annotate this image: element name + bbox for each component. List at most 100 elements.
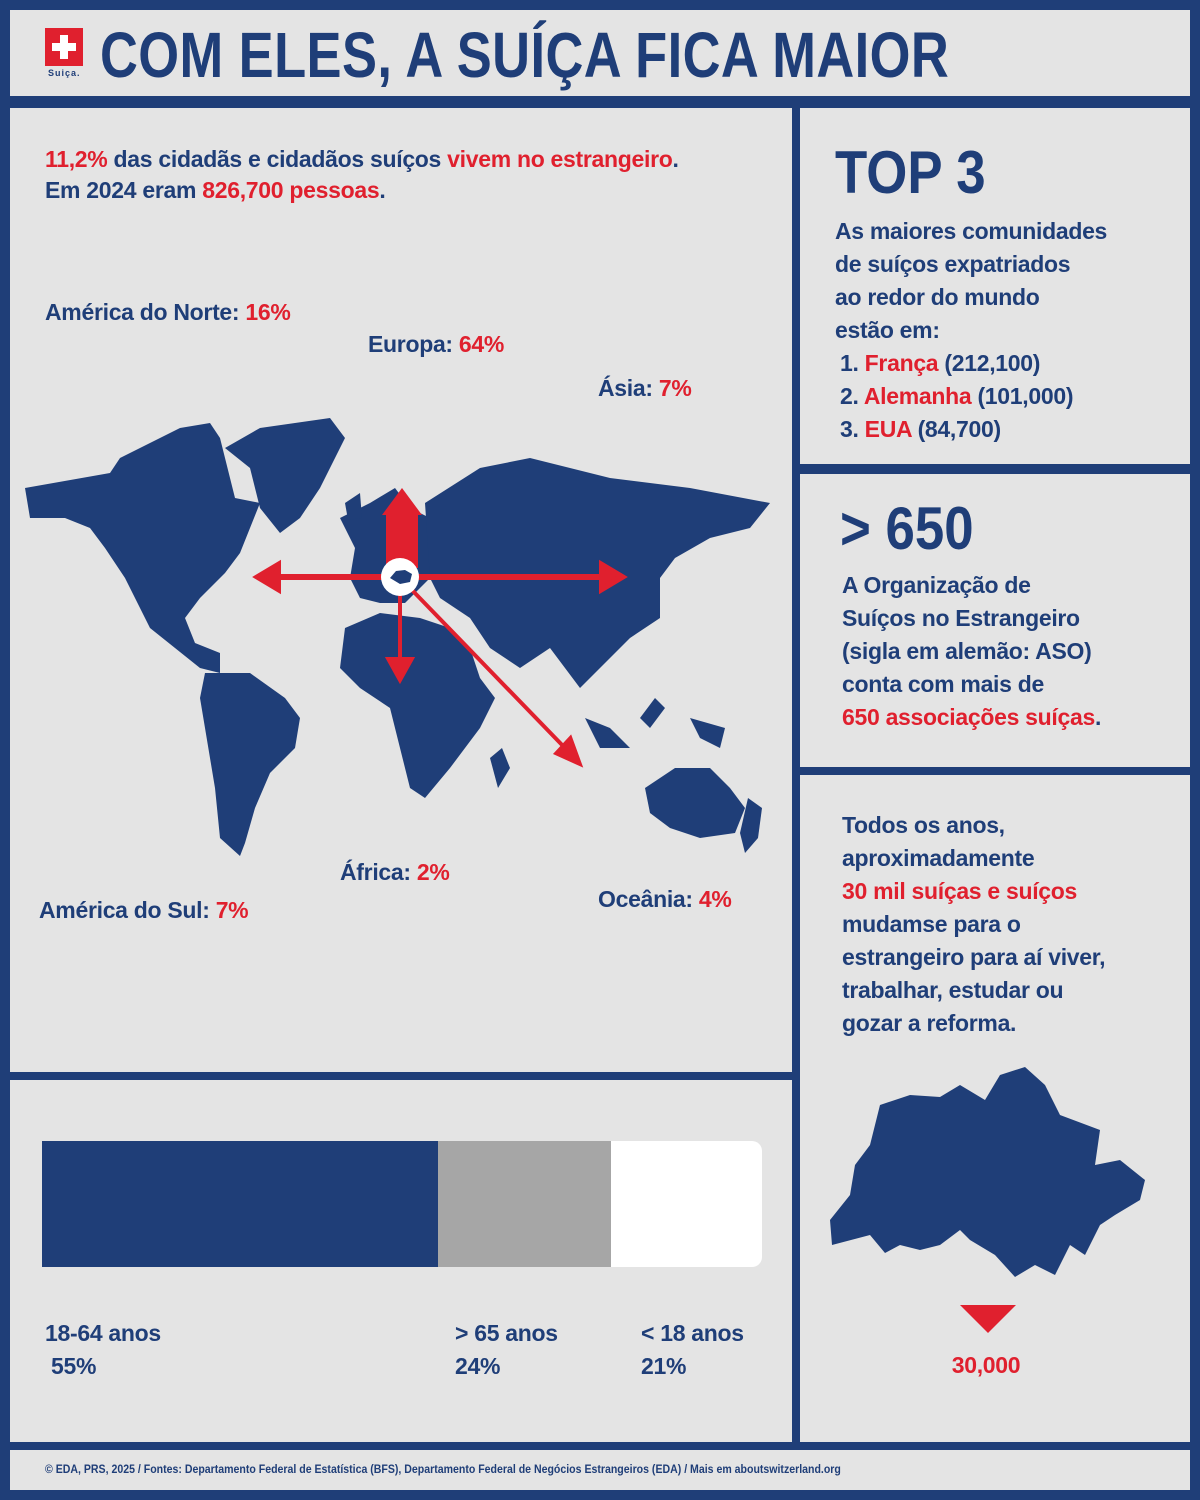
count: (101,000): [971, 383, 1074, 409]
count: (212,100): [938, 350, 1041, 376]
header: Suiça. COM ELES, A SUÍÇA FICA MAIOR: [10, 10, 1190, 96]
rank: 3.: [840, 416, 865, 442]
intro-highlight: vivem no estrangeiro: [447, 146, 673, 172]
madagascar: [490, 748, 510, 788]
continents: [25, 418, 770, 856]
yearly-line: mudamse para o: [842, 911, 1021, 937]
switzerland-map: [830, 1067, 1145, 1333]
top3-desc-3: ao redor do mundo: [835, 284, 1040, 310]
age-panel: 18-64 anos 55% > 65 anos 24% < 18 anos 2…: [10, 1080, 792, 1442]
region-europe: Europa: 64%: [368, 328, 504, 361]
yearly-line: trabalhar, estudar ou: [842, 977, 1064, 1003]
region-name: Ásia:: [598, 375, 659, 401]
region-name: América do Sul:: [39, 897, 216, 923]
top3-desc-4: estão em:: [835, 317, 940, 343]
top3-desc-2: de suíços expatriados: [835, 251, 1071, 277]
arrowhead-south: [384, 657, 416, 685]
aso-line-4: conta com mais de: [842, 671, 1044, 697]
top3-panel: TOP 3 As maiores comunidades de suíços e…: [800, 108, 1190, 464]
arrowhead-southeast: [552, 734, 584, 768]
region-north-america: América do Norte: 16%: [45, 296, 291, 329]
region-value: 2%: [416, 859, 450, 885]
aso-panel: > 650 A Organização de Suíços no Estrang…: [800, 474, 1190, 767]
yearly-panel: Todos os anos, aproximadamente 30 mil su…: [800, 775, 1190, 1442]
aso-line-2: Suíços no Estrangeiro: [842, 605, 1080, 631]
yearly-line: aproximadamente: [842, 845, 1035, 871]
top3-item: 2. Alemanha (101,000): [840, 380, 1074, 413]
country: EUA: [864, 416, 912, 442]
intro-line-2: Em 2024 eram 826,700 pessoas.: [45, 174, 386, 207]
age-bar-segment-seniors: [438, 1141, 611, 1267]
region-value: 16%: [245, 299, 291, 325]
intro-text2: Em 2024 eram: [45, 177, 203, 203]
country: Alemanha: [863, 383, 972, 409]
south-america: [200, 673, 300, 856]
country: França: [864, 350, 939, 376]
region-oceania: Oceânia: 4%: [598, 883, 732, 916]
aso-end: .: [1094, 704, 1102, 730]
age-label-adults: 18-64 anos: [45, 1320, 161, 1346]
uk: [345, 493, 362, 520]
intro-line-1: 11,2% das cidadãs e cidadãos suíços vive…: [45, 143, 679, 176]
intro-count: 826,700 pessoas: [202, 177, 380, 203]
intro-end2: .: [379, 177, 386, 203]
yearly-line: estrangeiro para aí viver,: [842, 944, 1106, 970]
world-map: [25, 418, 770, 856]
region-name: Oceânia:: [598, 886, 699, 912]
greenland: [225, 418, 345, 533]
swiss-flag-logo: [45, 28, 83, 66]
region-value: 64%: [458, 331, 505, 357]
age-value-seniors: 24%: [455, 1353, 501, 1379]
footer-credits: © EDA, PRS, 2025 / Fontes: Departamento …: [45, 1462, 841, 1476]
count: (84,700): [911, 416, 1002, 442]
north-america: [25, 423, 260, 673]
switzerland-shape: [830, 1067, 1145, 1277]
arrowhead-west: [252, 559, 281, 595]
logo-label: Suiça.: [48, 68, 81, 78]
age-value-minors: 21%: [641, 1353, 687, 1379]
age-bar-segment-minors: [610, 1141, 762, 1267]
arrowhead-north: [382, 488, 422, 515]
rank: 1.: [840, 350, 865, 376]
oceania: [645, 768, 745, 838]
yearly-line: Todos os anos,: [842, 812, 1005, 838]
islands: [585, 698, 725, 748]
top3-desc-1: As maiores comunidades: [835, 218, 1108, 244]
intro-text: das cidadãs e cidadãos suíços: [107, 146, 448, 172]
yearly-line: gozar a reforma.: [842, 1010, 1017, 1036]
down-triangle-icon: [960, 1305, 1016, 1333]
region-africa: África: 2%: [340, 856, 450, 889]
africa: [340, 613, 495, 798]
footer: © EDA, PRS, 2025 / Fontes: Departamento …: [10, 1450, 1190, 1490]
arrowhead-east: [599, 559, 628, 595]
region-value: 7%: [658, 375, 692, 401]
rank: 2.: [840, 383, 864, 409]
new-zealand: [740, 798, 762, 853]
top3-item: 3. EUA (84,700): [840, 413, 1001, 446]
region-south-america: América do Sul: 7%: [39, 894, 249, 927]
aso-line-1: A Organização de: [842, 572, 1031, 598]
aso-line-3: (sigla em alemão: ASO): [842, 638, 1092, 664]
age-bar-segment-adults: [42, 1141, 438, 1267]
aso-highlight: 650 associações suíças: [842, 704, 1095, 730]
intro-pct: 11,2%: [45, 146, 108, 172]
arrows: [252, 488, 628, 768]
switzerland-icon: [390, 570, 412, 584]
region-value: 4%: [698, 886, 732, 912]
asia: [425, 458, 770, 688]
age-bar: [42, 1141, 762, 1267]
age-label-minors: < 18 anos: [641, 1320, 744, 1346]
region-asia: Ásia: 7%: [598, 372, 692, 405]
region-name: África:: [340, 859, 417, 885]
aso-line-5: 650 associações suíças.: [842, 701, 1101, 734]
age-value-adults: 55%: [51, 1353, 97, 1379]
region-name: Europa:: [368, 331, 459, 357]
age-label-seniors: > 65 anos: [455, 1320, 558, 1346]
region-name: América do Norte:: [45, 299, 246, 325]
arrow-oceania: [408, 586, 567, 750]
yearly-highlight: 30 mil suíças e suíços: [842, 878, 1078, 904]
aso-title: > 650: [840, 495, 974, 562]
top3-title: TOP 3: [835, 139, 986, 206]
intro-end: .: [672, 146, 679, 172]
world-panel: 11,2% das cidadãs e cidadãos suíços vive…: [10, 108, 792, 1072]
